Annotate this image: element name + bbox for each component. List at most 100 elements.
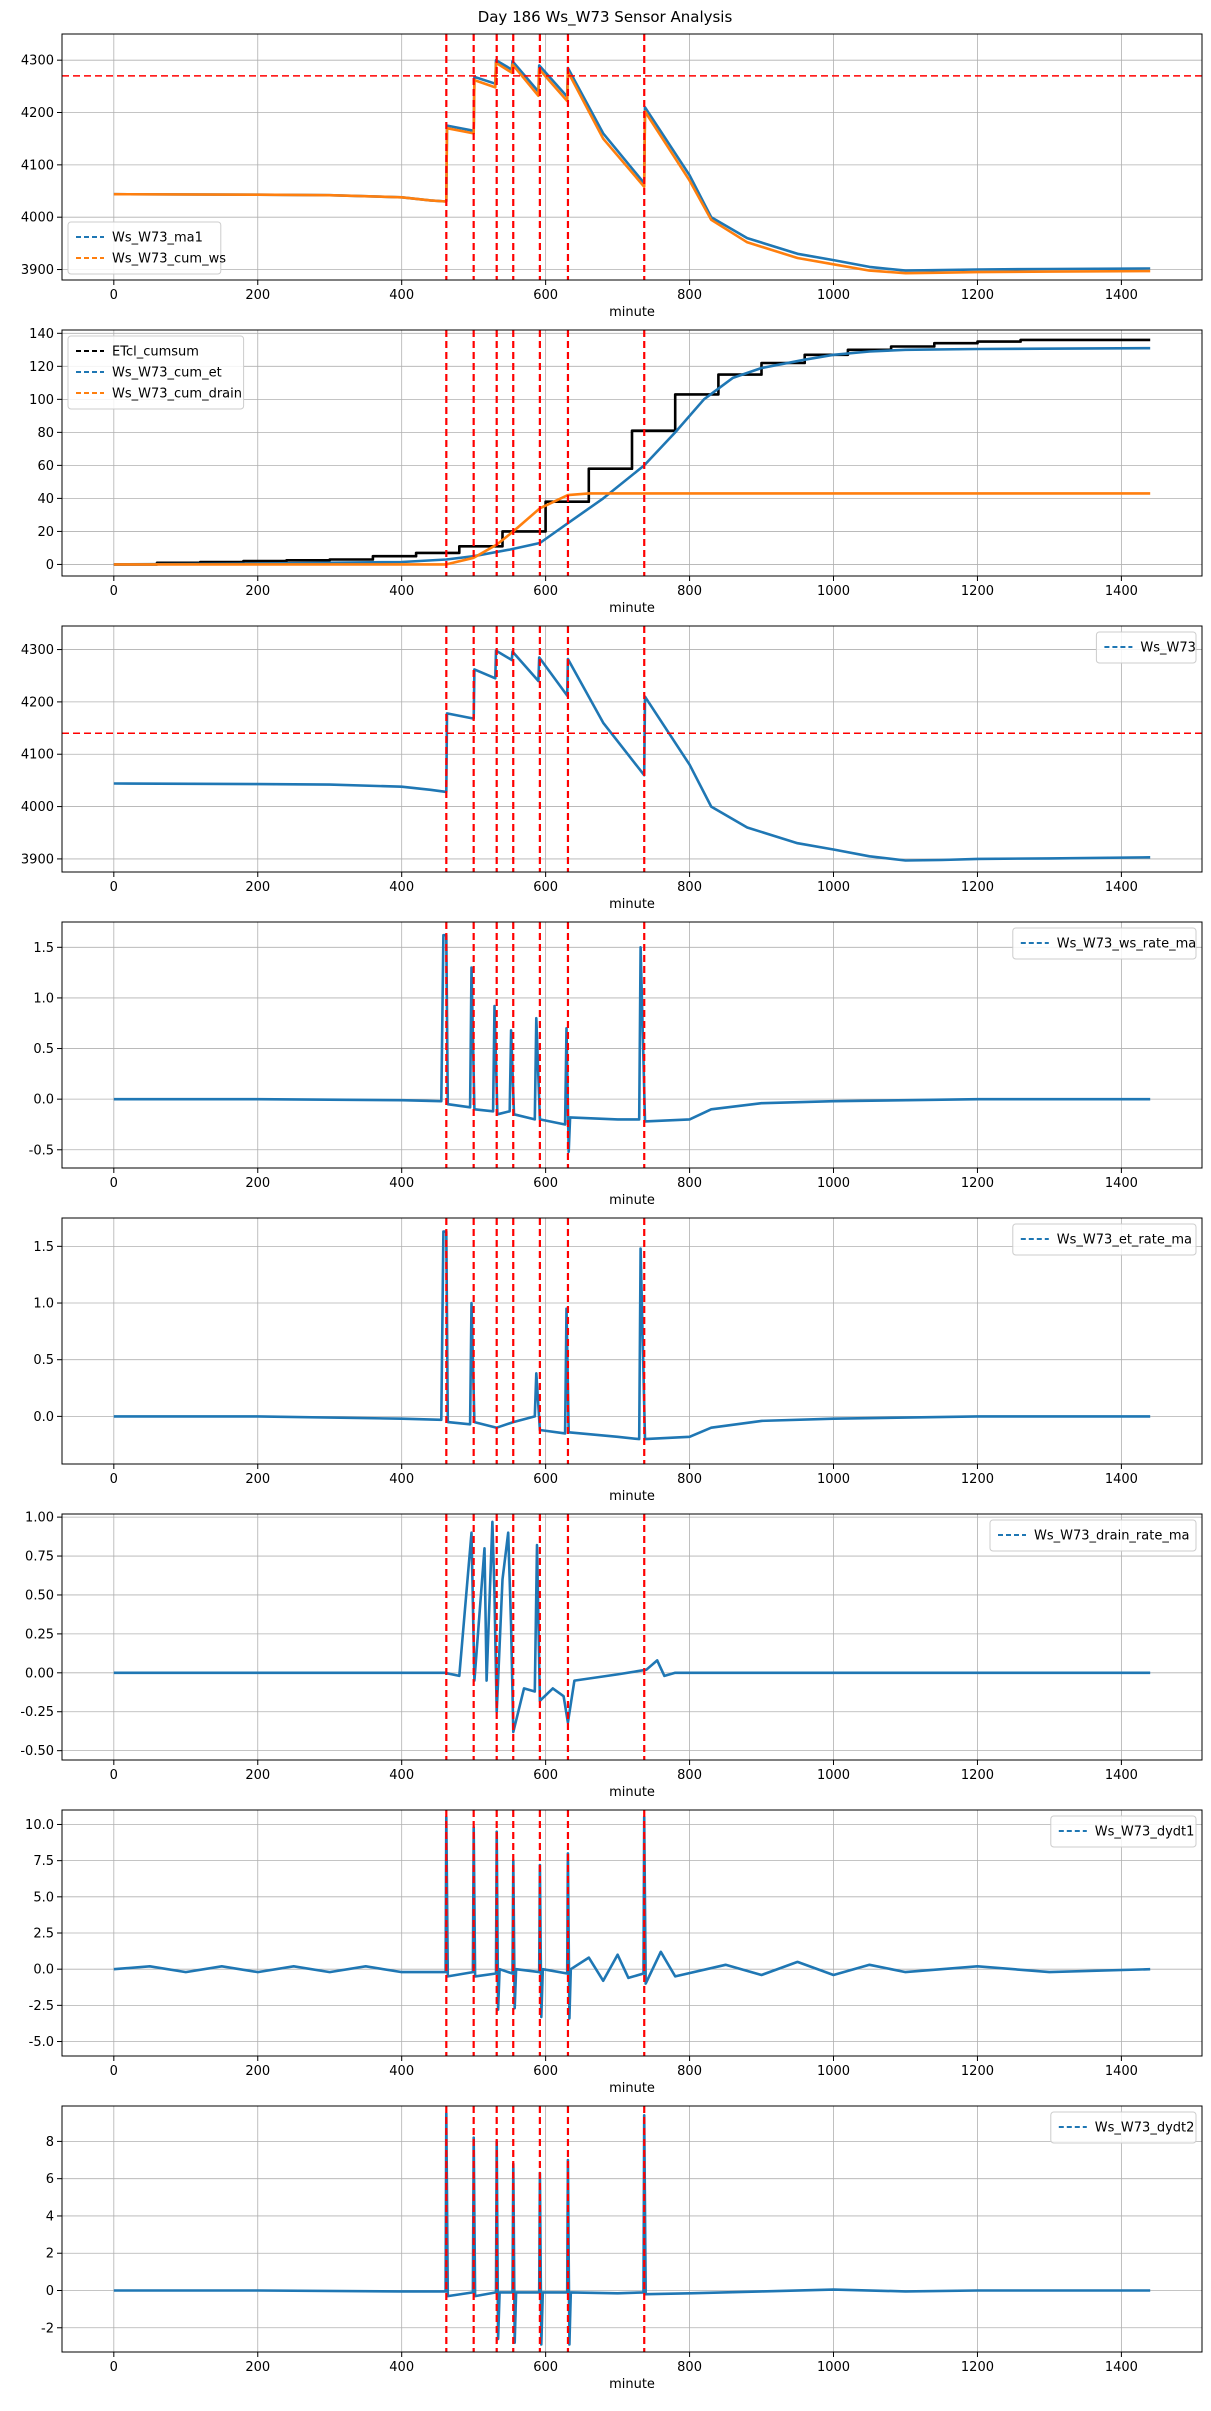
legend-box <box>1012 927 1197 960</box>
x-tick-label: 800 <box>677 2064 702 2079</box>
axes-frame <box>61 1217 1203 1465</box>
subplot-5: 0 200 400 600 800 1000 1200 1400 0.0 0.5 1.0 1.5 min… <box>33 1217 1203 1504</box>
x-tick-label: 1200 <box>961 2360 994 2375</box>
x-tick-label: 1000 <box>817 584 850 599</box>
subplot-8: 0 200 400 600 800 1000 1200 1400 -2 0 2 4 6 8 minute Ws… <box>41 2105 1203 2392</box>
x-tick-label: 600 <box>533 584 558 599</box>
y-tick-label: 1.0 <box>33 991 54 1006</box>
x-tick-label: 800 <box>677 1768 702 1783</box>
series-line-Ws_W73 <box>113 649 1151 862</box>
y-tick-label: 6 <box>46 2172 54 2187</box>
legend-box <box>1050 2111 1197 2144</box>
x-tick-label: 400 <box>389 2064 414 2079</box>
y-tick-label: 8 <box>46 2135 54 2150</box>
subplot-7: 0 200 400 600 800 1000 1200 1400 -5.0 -2.5 0.0 2.5 5… <box>25 1809 1203 2096</box>
y-tick-label: 4100 <box>21 748 54 763</box>
y-tick-label: 4000 <box>21 211 54 226</box>
x-tick-label: 1000 <box>817 2064 850 2079</box>
series-line-Ws_W73_drain_rate_ma <box>113 1520 1151 1734</box>
legend-label: Ws_W73_ma1 <box>112 231 203 246</box>
y-tick-label: -0.25 <box>20 1705 54 1720</box>
x-tick-label: 600 <box>533 880 558 895</box>
plot-area <box>113 1810 1151 2056</box>
legend: Ws_W73_ws_rate_ma <box>1012 927 1197 960</box>
legend-label: Ws_W73_dydt2 <box>1095 2121 1195 2136</box>
y-tick-label: 140 <box>29 327 54 342</box>
subplot-1: 0 200 400 600 800 1000 1200 1400 3900 4000 4100 420… <box>21 33 1203 320</box>
y-tick-label: 80 <box>37 426 54 441</box>
subplot-2: 0 200 400 600 800 1000 1200 1400 0 20 40 60 80 100 120… <box>29 327 1203 616</box>
x-tick-label: 400 <box>389 1176 414 1191</box>
y-tick-label: 4300 <box>21 643 54 658</box>
x-tick-label: 200 <box>245 1768 270 1783</box>
axes-frame <box>61 2105 1203 2353</box>
x-axis-label: minute <box>609 305 655 320</box>
x-tick-label: 0 <box>110 1472 118 1487</box>
y-tick-label: -0.5 <box>29 1143 54 1158</box>
x-tick-label: 200 <box>245 288 270 303</box>
series-line-Ws_W73_ma1 <box>113 58 1151 272</box>
y-tick-label: 5.0 <box>33 1890 54 1905</box>
y-tick-label: 60 <box>37 459 54 474</box>
x-axis-label: minute <box>609 601 655 616</box>
y-tick-label: 0.0 <box>33 1093 54 1108</box>
x-tick-label: 1200 <box>961 2064 994 2079</box>
y-tick-label: 2.5 <box>33 1927 54 1942</box>
x-tick-label: 1200 <box>961 1176 994 1191</box>
x-tick-label: 800 <box>677 1472 702 1487</box>
y-tick-label: -0.50 <box>20 1744 54 1759</box>
legend-box <box>1050 1815 1197 1848</box>
series-line-ETcl_cumsum <box>113 338 1151 566</box>
x-axis-label: minute <box>609 897 655 912</box>
y-tick-label: 10.0 <box>25 1818 54 1833</box>
legend-box <box>989 1519 1197 1552</box>
x-axis-label: minute <box>609 2377 655 2392</box>
x-tick-label: 1200 <box>961 584 994 599</box>
y-tick-label: 40 <box>37 492 54 507</box>
x-tick-label: 1400 <box>1105 1768 1138 1783</box>
y-tick-label: 0 <box>46 2284 54 2299</box>
y-tick-label: -5.0 <box>29 2035 54 2050</box>
y-tick-label: 0.5 <box>33 1042 54 1057</box>
series-line-Ws_W73_cum_drain <box>113 492 1151 566</box>
subplot-3: 0 200 400 600 800 1000 1200 1400 3900 4000 4100 420… <box>21 625 1203 912</box>
legend-box <box>1095 631 1197 664</box>
legend-label: Ws_W73 <box>1140 641 1196 656</box>
x-axis-label: minute <box>609 1785 655 1800</box>
x-tick-label: 1400 <box>1105 288 1138 303</box>
x-tick-label: 1000 <box>817 1472 850 1487</box>
x-tick-label: 0 <box>110 2064 118 2079</box>
x-tick-label: 200 <box>245 880 270 895</box>
x-tick-label: 800 <box>677 2360 702 2375</box>
legend: Ws_W73_dydt2 <box>1050 2111 1197 2144</box>
y-tick-label: 3900 <box>21 852 54 867</box>
y-tick-label: 0.00 <box>25 1666 54 1681</box>
x-tick-label: 200 <box>245 1176 270 1191</box>
axes-frame <box>61 1513 1203 1761</box>
x-tick-label: 800 <box>677 1176 702 1191</box>
series-line-Ws_W73_ws_rate_ma <box>113 933 1151 1154</box>
y-tick-label: 0.50 <box>25 1588 54 1603</box>
x-tick-label: 1400 <box>1105 880 1138 895</box>
legend: Ws_W73_dydt1 <box>1050 1815 1197 1848</box>
plot-area <box>113 2106 1151 2352</box>
legend-label: Ws_W73_ws_rate_ma <box>1057 937 1196 952</box>
y-tick-label: -2.5 <box>29 1999 54 2014</box>
y-tick-label: -2 <box>41 2321 54 2336</box>
x-tick-label: 600 <box>533 288 558 303</box>
x-tick-label: 0 <box>110 2360 118 2375</box>
axes-frame <box>61 329 1203 577</box>
x-tick-label: 200 <box>245 1472 270 1487</box>
x-tick-label: 0 <box>110 288 118 303</box>
series-line-Ws_W73_et_rate_ma <box>113 1230 1151 1441</box>
x-tick-label: 1400 <box>1105 584 1138 599</box>
x-tick-label: 400 <box>389 1472 414 1487</box>
x-tick-label: 800 <box>677 880 702 895</box>
x-tick-label: 400 <box>389 288 414 303</box>
x-tick-label: 200 <box>245 2360 270 2375</box>
x-tick-label: 800 <box>677 288 702 303</box>
y-tick-label: 4000 <box>21 800 54 815</box>
figure-title: Day 186 Ws_W73 Sensor Analysis <box>478 8 733 27</box>
x-tick-label: 200 <box>245 2064 270 2079</box>
legend: Ws_W73 <box>1095 631 1197 664</box>
